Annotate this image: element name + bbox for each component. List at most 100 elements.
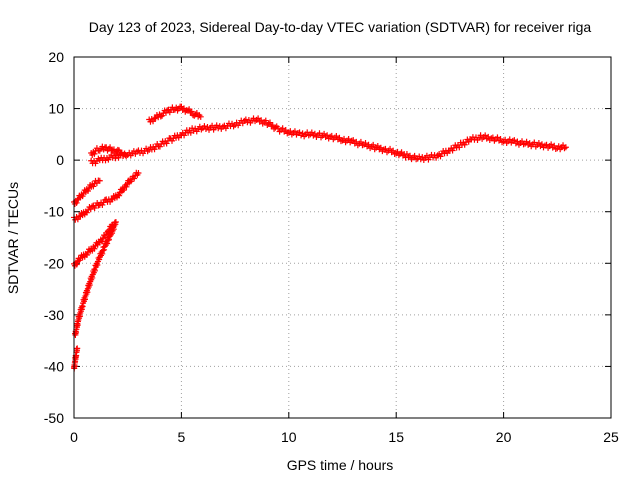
series-arc-mid-left: [71, 221, 116, 269]
data-point: [156, 143, 163, 150]
x-tick-label: 0: [70, 429, 78, 445]
data-point: [497, 135, 504, 142]
y-tick-label: -10: [44, 204, 64, 220]
data-point: [357, 138, 364, 145]
data-point: [131, 175, 138, 182]
data-point: [73, 199, 80, 206]
data-point: [336, 134, 343, 141]
data-point: [76, 213, 83, 220]
data-point: [112, 219, 119, 226]
data-point: [296, 129, 303, 136]
data-point: [262, 117, 269, 124]
series-arc-left-rise: [71, 169, 142, 223]
data-point: [79, 193, 86, 200]
x-tick-label: 25: [603, 429, 619, 445]
data-point: [561, 145, 568, 152]
data-point: [333, 133, 340, 140]
data-point: [255, 115, 262, 122]
data-point: [74, 345, 81, 352]
data-point: [188, 108, 195, 115]
data-point: [99, 250, 106, 257]
y-tick-label: -40: [44, 358, 64, 374]
y-tick-label: 20: [48, 49, 64, 65]
data-point: [73, 261, 80, 268]
data-point: [345, 135, 352, 142]
plot-frame: [73, 56, 612, 419]
series-arc-hump: [88, 143, 129, 159]
data-point: [74, 196, 81, 203]
data-point: [390, 147, 397, 154]
data-point: [377, 144, 384, 151]
data-point: [562, 144, 569, 151]
data-point: [437, 153, 444, 160]
y-tick-label: -50: [44, 410, 64, 426]
x-tick-label: 20: [496, 429, 512, 445]
data-point: [135, 170, 142, 177]
series-arc-peak: [146, 103, 204, 125]
data-point: [321, 130, 328, 137]
data-point: [350, 137, 357, 144]
data-point: [403, 151, 410, 158]
series-arc-main: [88, 115, 569, 167]
grid-lines: [74, 57, 611, 418]
data-point: [423, 152, 430, 159]
y-tick-label: 10: [48, 101, 64, 117]
data-point: [308, 129, 315, 136]
data-point: [101, 246, 108, 253]
data-point: [449, 147, 456, 154]
data-point: [535, 139, 542, 146]
data-point: [157, 113, 164, 120]
y-axis-label: SDTVAR / TECUs: [5, 182, 21, 294]
data-point: [91, 150, 98, 157]
data-point: [169, 137, 176, 144]
data-point: [83, 209, 90, 216]
data-point: [523, 138, 530, 145]
data-points: [71, 103, 569, 372]
data-point: [90, 183, 97, 190]
data-point: [116, 192, 123, 199]
data-point: [91, 245, 98, 252]
data-point: [370, 141, 377, 148]
data-point: [94, 261, 101, 268]
y-tick-label: -20: [44, 255, 64, 271]
data-point: [162, 109, 169, 116]
data-point: [374, 142, 381, 149]
y-tick-label: -30: [44, 307, 64, 323]
data-point: [485, 133, 492, 140]
data-point: [548, 141, 555, 148]
data-point: [84, 188, 91, 195]
data-point: [123, 183, 130, 190]
data-point: [461, 141, 468, 148]
data-point: [96, 177, 103, 184]
data-point: [107, 144, 114, 151]
data-point: [150, 118, 157, 125]
data-point: [91, 267, 98, 274]
data-point: [324, 132, 331, 139]
data-point: [120, 187, 127, 194]
data-point: [104, 240, 111, 247]
data-point: [282, 127, 289, 134]
series-arc-bottom: [71, 345, 81, 372]
data-point: [511, 137, 518, 144]
data-point: [105, 236, 112, 243]
data-point: [482, 132, 489, 139]
data-point: [291, 128, 298, 135]
data-point: [494, 134, 501, 141]
data-point: [362, 140, 369, 147]
data-point: [197, 113, 204, 120]
data-point: [99, 247, 106, 254]
data-point: [279, 125, 286, 132]
data-point: [151, 146, 158, 153]
chart-title: Day 123 of 2023, Sidereal Day-to-day VTE…: [89, 19, 592, 35]
x-tick-label: 15: [388, 429, 404, 445]
data-point: [506, 136, 513, 143]
x-axis-label: GPS time / hours: [287, 457, 394, 473]
data-point: [387, 145, 394, 152]
data-point: [299, 130, 306, 137]
data-point: [151, 115, 158, 122]
data-point: [122, 151, 129, 158]
data-point: [83, 251, 90, 258]
series-arc-upper-left: [71, 177, 103, 207]
data-point: [74, 216, 81, 223]
